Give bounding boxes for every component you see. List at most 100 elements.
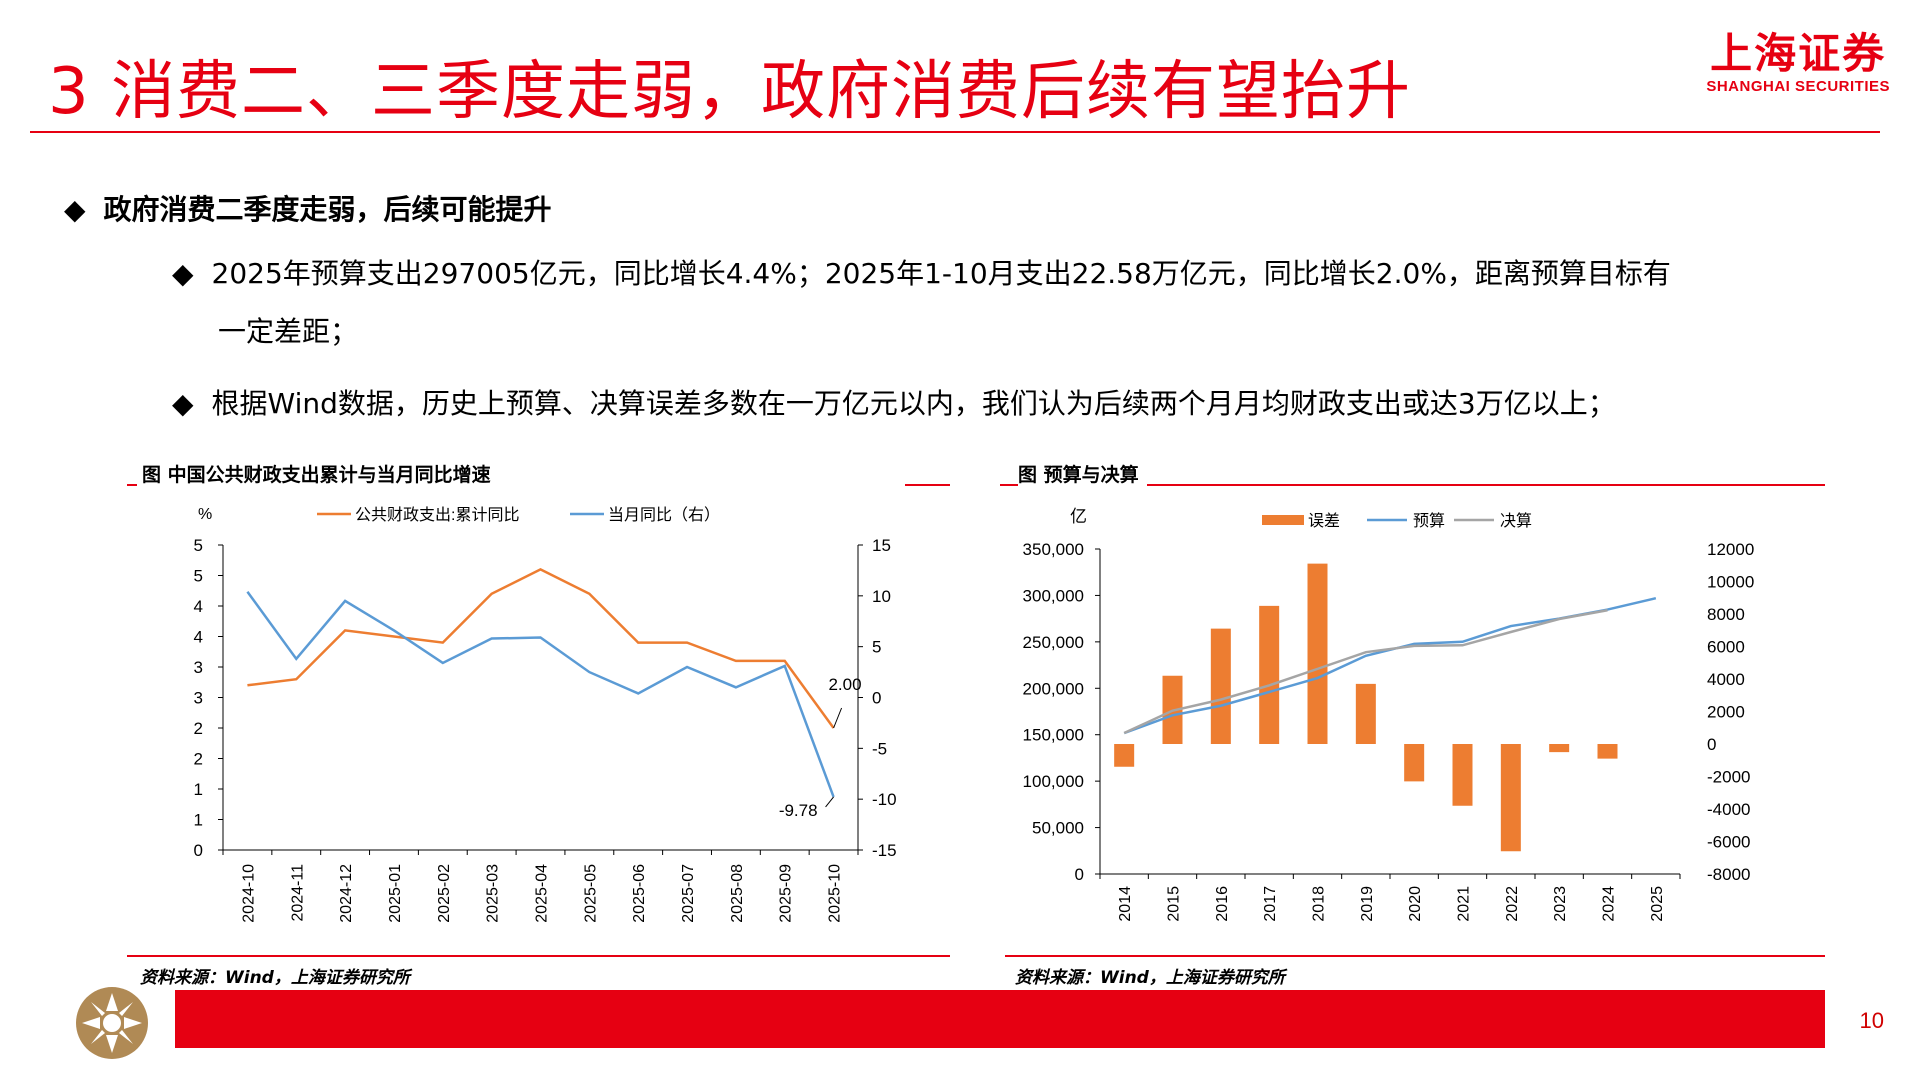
diamond-bullet-icon: ◆ bbox=[64, 193, 86, 226]
y-left-tick-label: 1 bbox=[194, 780, 203, 799]
y-right-tick-label: 12000 bbox=[1707, 540, 1754, 559]
y-left-tick-label: 2 bbox=[194, 719, 203, 738]
bar bbox=[1114, 744, 1135, 767]
right-chart-rule bbox=[1000, 484, 1825, 486]
bullet-main-text: 政府消费二季度走弱，后续可能提升 bbox=[103, 193, 552, 226]
bullet-budget-cont: 一定差距； bbox=[218, 315, 359, 348]
right-chart-source: 资料来源：Wind，上海证券研究所 bbox=[1015, 968, 1285, 988]
x-tick-label: 2025-01 bbox=[387, 864, 404, 923]
legend-label: 预算 bbox=[1413, 511, 1445, 530]
bullet-budget: ◆ 2025年预算支出297005亿元，同比增长4.4%；2025年1-10月支出… bbox=[172, 252, 1671, 292]
annotation-label: 2.00 bbox=[828, 675, 861, 694]
left-chart-rule-b bbox=[905, 484, 950, 486]
left-chart-source: 资料来源：Wind，上海证券研究所 bbox=[140, 968, 410, 988]
bar bbox=[1259, 605, 1280, 744]
page-title: 3 消费二、三季度走弱，政府消费后续有望抬升 bbox=[48, 55, 1412, 129]
y-left-tick-label: 3 bbox=[194, 689, 203, 708]
y-right-tick-label: -6000 bbox=[1707, 833, 1750, 852]
y-right-tick-label: -5 bbox=[872, 739, 887, 758]
right-chart-title: 图 预算与决算 bbox=[1018, 460, 1147, 487]
bar bbox=[1355, 683, 1376, 744]
left-source-rule bbox=[127, 955, 950, 957]
y-left-tick-label: 0 bbox=[1075, 865, 1084, 884]
y-right-tick-label: -8000 bbox=[1707, 865, 1750, 884]
footer-bar bbox=[175, 990, 1825, 1048]
y-left-tick-label: 4 bbox=[194, 628, 203, 647]
left-chart-title: 图 中国公共财政支出累计与当月同比增速 bbox=[142, 464, 491, 486]
legend-label: 误差 bbox=[1308, 512, 1340, 530]
y-right-tick-label: 8000 bbox=[1707, 605, 1745, 624]
x-tick-label: 2024 bbox=[1601, 886, 1618, 922]
x-tick-label: 2025-06 bbox=[631, 864, 648, 923]
y-right-tick-label: 0 bbox=[872, 689, 881, 708]
x-tick-label: 2025-07 bbox=[680, 864, 697, 923]
y-right-tick-label: 15 bbox=[872, 536, 891, 555]
y-left-tick-label: 100,000 bbox=[1023, 772, 1084, 791]
y-left-tick-label: 1 bbox=[194, 811, 203, 830]
x-tick-label: 2020 bbox=[1407, 886, 1424, 922]
footer-emblem-icon bbox=[76, 987, 148, 1059]
page-number: 10 bbox=[1859, 1008, 1884, 1033]
right-source-rule bbox=[1005, 955, 1825, 957]
legend-label: 公共财政支出:累计同比 bbox=[355, 506, 519, 524]
y-right-tick-label: -2000 bbox=[1707, 768, 1750, 787]
series-line-2 bbox=[246, 591, 835, 798]
y-right-tick-label: 5 bbox=[872, 638, 881, 657]
y-right-tick-label: -10 bbox=[872, 790, 897, 809]
x-tick-label: 2021 bbox=[1456, 886, 1473, 922]
series-line-2 bbox=[1123, 609, 1608, 735]
bar bbox=[1452, 744, 1473, 806]
legend-label: 当月同比（右） bbox=[608, 506, 720, 524]
y-left-tick-label: 350,000 bbox=[1023, 540, 1084, 559]
bar bbox=[1549, 744, 1570, 753]
y-left-tick-label: 300,000 bbox=[1023, 586, 1084, 605]
bar bbox=[1210, 628, 1231, 744]
legend-label: 决算 bbox=[1500, 511, 1532, 530]
y-right-tick-label: -4000 bbox=[1707, 800, 1750, 819]
series-line-1 bbox=[1123, 596, 1657, 735]
diamond-bullet-icon: ◆ bbox=[172, 257, 194, 290]
y-left-tick-label: 150,000 bbox=[1023, 726, 1084, 745]
y-left-tick-label: 50,000 bbox=[1032, 819, 1084, 838]
x-tick-label: 2015 bbox=[1166, 886, 1183, 922]
y-right-tick-label: 2000 bbox=[1707, 703, 1745, 722]
right-chart: 350,000 300,000 250,000 200,000 150,000 100,0… bbox=[1023, 507, 1755, 922]
company-logo: 上海证券 SHANGHAI SECURITIES bbox=[1706, 30, 1890, 96]
x-tick-label: 2016 bbox=[1214, 886, 1231, 922]
y-left-tick-label: 250,000 bbox=[1023, 633, 1084, 652]
y-left-tick-label: 2 bbox=[194, 750, 203, 769]
x-tick-label: 2018 bbox=[1311, 886, 1328, 922]
x-tick-label: 2024-11 bbox=[289, 864, 306, 922]
bullet-wind: ◆ 根据Wind数据，历史上预算、决算误差多数在一万亿元以内，我们认为后续两个月月… bbox=[172, 382, 1616, 422]
bar bbox=[1597, 744, 1618, 759]
logo-en: SHANGHAI SECURITIES bbox=[1706, 78, 1890, 95]
y-right-tick-label: -15 bbox=[872, 841, 897, 860]
x-tick-label: 2025-04 bbox=[534, 864, 551, 923]
title-divider bbox=[30, 131, 1880, 133]
y-left-tick-label: 4 bbox=[194, 597, 203, 616]
x-tick-label: 2025-02 bbox=[436, 864, 453, 923]
x-tick-label: 2025-08 bbox=[729, 864, 746, 923]
bar bbox=[1307, 563, 1328, 744]
annotation-label: -9.78 bbox=[779, 801, 818, 820]
annotation-leader bbox=[833, 707, 843, 729]
x-tick-label: 2025 bbox=[1649, 886, 1666, 922]
y-left-tick-label: 200,000 bbox=[1023, 679, 1084, 698]
x-tick-label: 2023 bbox=[1552, 886, 1569, 922]
bullet-main: ◆ 政府消费二季度走弱，后续可能提升 bbox=[64, 188, 552, 228]
diamond-bullet-icon: ◆ bbox=[172, 387, 194, 420]
legend-swatch bbox=[1262, 515, 1304, 525]
y-right-tick-label: 0 bbox=[1707, 735, 1716, 754]
y-left-tick-label: 5 bbox=[194, 536, 203, 555]
x-tick-label: 2025-09 bbox=[778, 864, 795, 923]
y-right-tick-label: 10000 bbox=[1707, 573, 1754, 592]
y-right-tick-label: 4000 bbox=[1707, 670, 1745, 689]
x-tick-label: 2019 bbox=[1359, 886, 1376, 922]
y-unit-label: 亿 bbox=[1070, 507, 1087, 526]
y-left-tick-label: 5 bbox=[194, 567, 203, 586]
bullet-budget-text: 2025年预算支出297005亿元，同比增长4.4%；2025年1-10月支出2… bbox=[211, 257, 1671, 290]
x-tick-label: 2024-10 bbox=[240, 864, 257, 923]
bar bbox=[1500, 744, 1521, 852]
y-left-tick-label: 3 bbox=[194, 658, 203, 677]
